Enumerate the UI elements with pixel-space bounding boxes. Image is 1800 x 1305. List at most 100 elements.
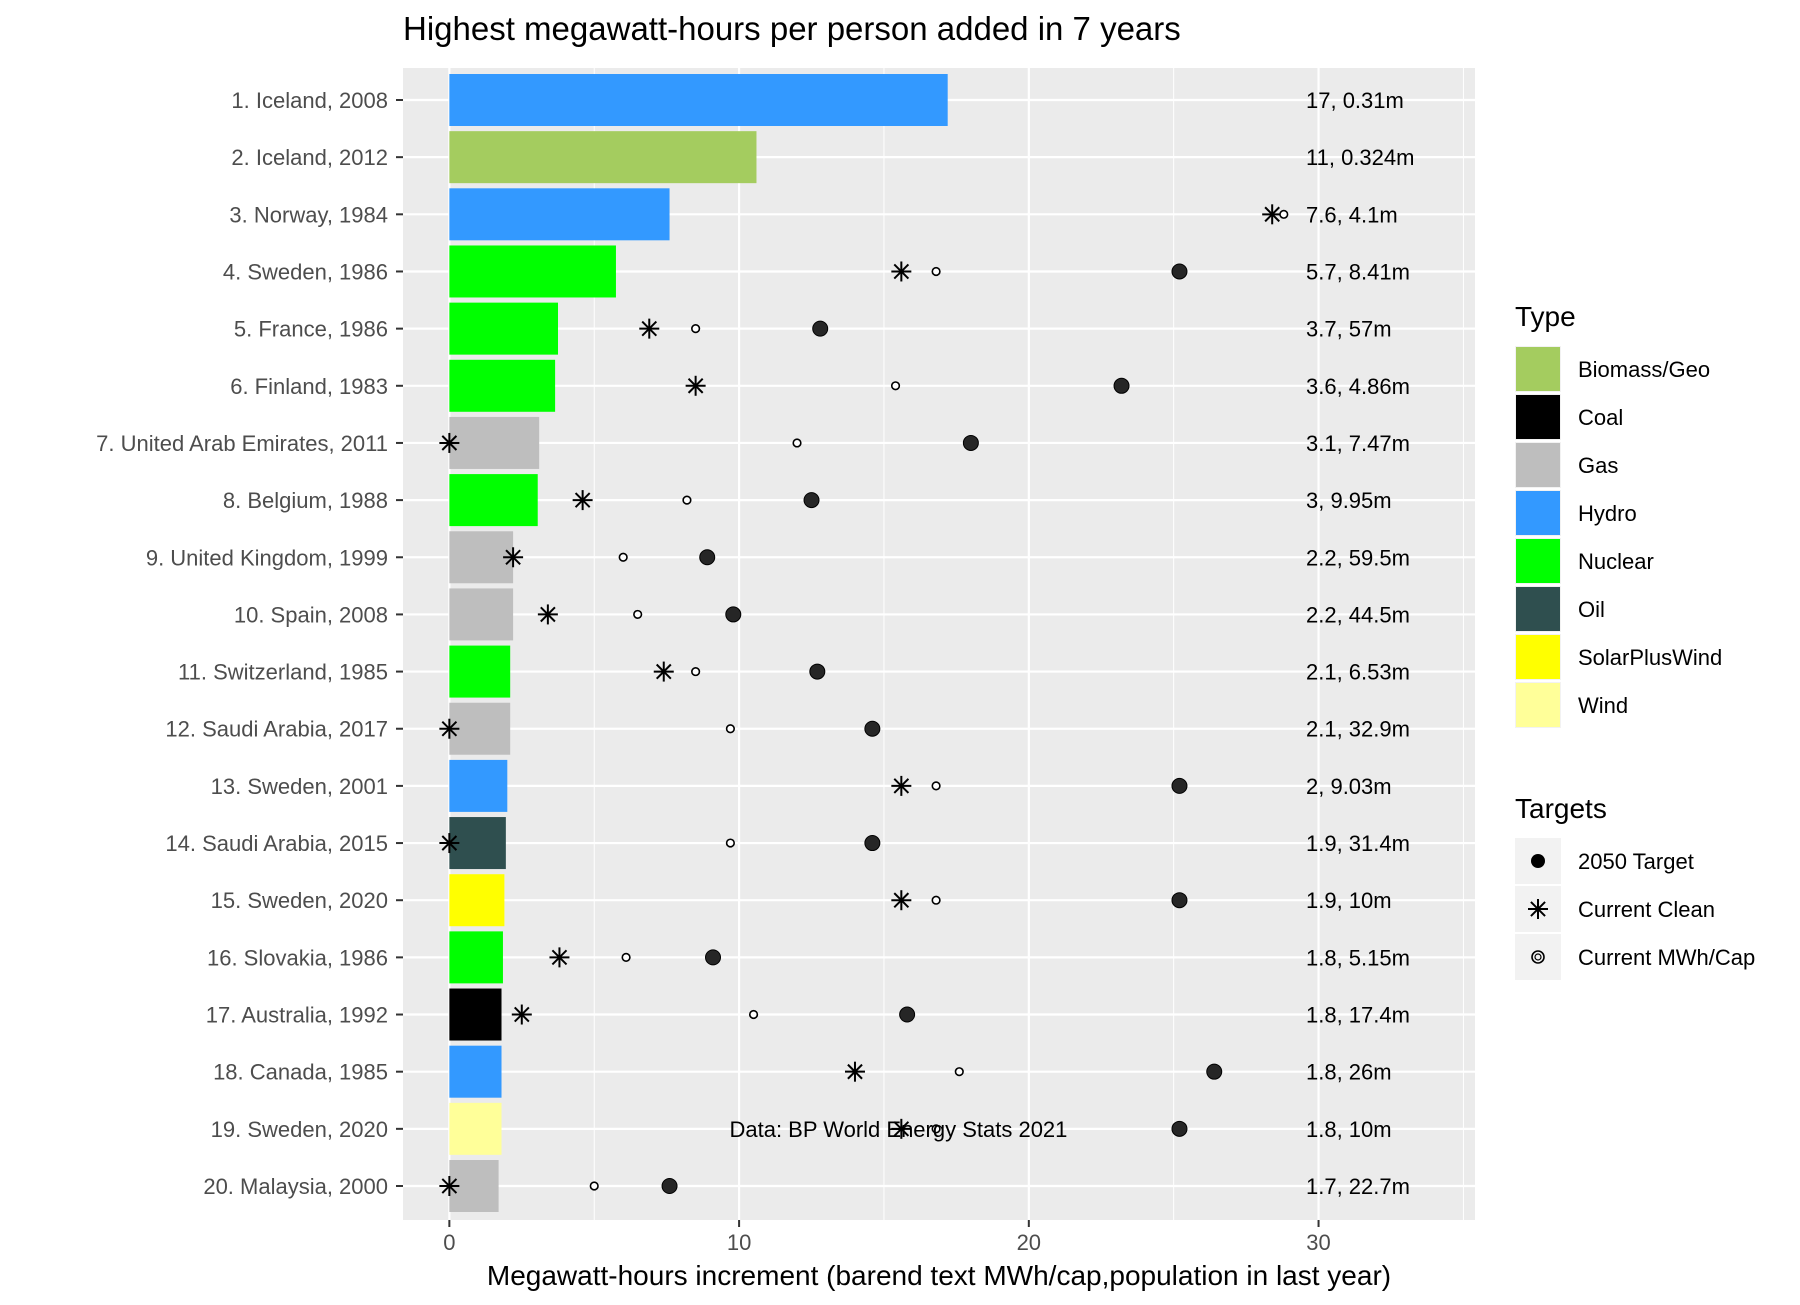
current-clean-point [639,318,660,339]
bar [449,1102,502,1155]
target-2050-point [899,1006,916,1023]
legend-type-label: Hydro [1578,501,1637,526]
y-tick-label: 10. Spain, 2008 [234,602,388,627]
bar-end-label: 3.1, 7.47m [1306,431,1410,456]
legend-type-label: Wind [1578,693,1628,718]
current-mwh-cap-point [621,952,631,962]
current-mwh-cap-point [725,724,735,734]
current-clean-point [891,1118,912,1139]
bar [449,302,559,355]
y-tick-label: 4. Sweden, 1986 [223,259,388,284]
current-clean-point [891,890,912,911]
bar-end-label: 3, 9.95m [1306,488,1392,513]
bar [449,988,502,1041]
bar [449,245,616,298]
bar [449,531,514,584]
current-clean-point [439,718,460,739]
current-mwh-cap-point [792,438,802,448]
legend-target-symbol [1528,899,1548,919]
bar-end-label: 1.8, 10m [1306,1117,1392,1142]
current-clean-point [439,432,460,453]
current-mwh-cap-point [931,781,941,791]
current-mwh-cap-point [954,1067,964,1077]
target-2050-point [699,549,716,566]
current-mwh-cap-point [691,666,701,677]
bar-end-label: 3.7, 57m [1306,317,1392,342]
bar-end-label: 5.7, 8.41m [1306,259,1410,284]
bar [449,131,757,184]
current-mwh-cap-point [725,838,735,848]
legend-swatch [1516,443,1560,487]
bar-end-label: 3.6, 4.86m [1306,374,1410,399]
target-2050-point [962,434,979,451]
y-tick-label: 9. United Kingdom, 1999 [146,545,388,570]
bar-end-label: 1.8, 26m [1306,1060,1392,1085]
y-tick-label: 5. France, 1986 [234,317,388,342]
y-tick-label: 20. Malaysia, 2000 [203,1174,388,1199]
bar-end-label: 1.8, 5.15m [1306,945,1410,970]
current-clean-point [511,1004,532,1025]
y-tick-label: 11. Switzerland, 1985 [178,660,388,685]
bar [449,74,948,126]
legend-swatch [1516,395,1560,439]
data-source-annotation: Data: BP World Energy Stats 2021 [729,1117,1067,1142]
bar [449,645,511,698]
target-points [439,204,1289,1196]
target-2050-point [1206,1063,1223,1080]
current-mwh-cap-point [691,324,701,334]
y-tick-label: 3. Norway, 1984 [229,202,388,227]
legend-type-label: Nuclear [1578,549,1654,574]
y-axis: 1. Iceland, 2008 2. Iceland, 2012 3. Norwa… [96,88,403,1199]
bar-end-label: 2.1, 6.53m [1306,660,1410,685]
y-tick-label: 19. Sweden, 2020 [211,1117,388,1142]
legend-swatch [1516,683,1560,727]
current-mwh-cap-point [618,552,628,562]
legend-target-symbol-inner [1534,953,1542,961]
x-axis: 0 10 20 30 [443,1220,1331,1255]
current-clean-point [439,833,460,854]
x-tick-label: 0 [443,1230,455,1255]
legend-swatch [1516,491,1560,535]
legend-type-label: Biomass/Geo [1578,357,1710,382]
target-2050-point [864,720,881,737]
legend-swatch [1516,347,1560,391]
y-tick-label: 18. Canada, 1985 [213,1060,388,1085]
legend-type-label: Oil [1578,597,1605,622]
bar [449,1045,502,1098]
bar-end-label: 2, 9.03m [1306,774,1392,799]
bar [449,874,505,927]
current-mwh-cap-point [682,495,692,505]
current-mwh-cap-point [748,1009,759,1020]
legend-type-label: SolarPlusWind [1578,645,1722,670]
target-2050-point [1171,892,1188,909]
current-clean-point [685,375,706,396]
y-tick-label: 15. Sweden, 2020 [211,888,388,913]
bar-end-label: 2.2, 44.5m [1306,602,1410,627]
bar [449,474,538,527]
bar [449,359,556,412]
legend-swatch [1516,539,1560,583]
bar-end-label: 1.9, 10m [1306,888,1392,913]
target-2050-point [705,949,722,966]
bar-end-labels: 17, 0.31m 11, 0.324m 7.6, 4.1m 5.7, 8.41m 3.… [1306,88,1414,1199]
legend-target-label: Current MWh/Cap [1578,945,1755,970]
target-2050-point [809,663,826,680]
x-tick-label: 30 [1306,1230,1330,1255]
target-2050-point [725,606,742,623]
x-tick-label: 10 [727,1230,751,1255]
target-2050-point [803,492,820,509]
legend-target-symbol [1531,854,1545,868]
y-tick-label: 7. United Arab Emirates, 2011 [96,431,388,456]
current-clean-point [1262,204,1283,225]
bar [449,416,540,469]
legend-key-bg [1515,934,1561,980]
current-clean-point [503,547,524,568]
legend-targets-title: Targets [1515,793,1607,824]
current-clean-point [537,604,558,625]
current-mwh-cap-point [931,895,941,905]
current-clean-point [549,947,570,968]
bar-end-label: 1.8, 17.4m [1306,1003,1410,1028]
current-clean-point [439,1176,460,1196]
